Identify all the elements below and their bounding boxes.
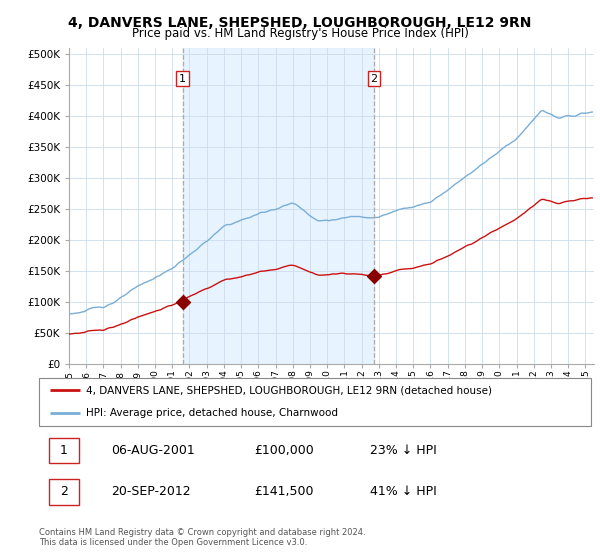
Text: HPI: Average price, detached house, Charnwood: HPI: Average price, detached house, Char…	[86, 408, 338, 418]
FancyBboxPatch shape	[49, 438, 79, 463]
Text: £141,500: £141,500	[254, 485, 314, 498]
Text: 1: 1	[60, 444, 68, 457]
Text: 1: 1	[179, 73, 186, 83]
Text: 4, DANVERS LANE, SHEPSHED, LOUGHBOROUGH, LE12 9RN: 4, DANVERS LANE, SHEPSHED, LOUGHBOROUGH,…	[68, 16, 532, 30]
Text: £100,000: £100,000	[254, 444, 314, 457]
Text: 4, DANVERS LANE, SHEPSHED, LOUGHBOROUGH, LE12 9RN (detached house): 4, DANVERS LANE, SHEPSHED, LOUGHBOROUGH,…	[86, 385, 492, 395]
Text: Contains HM Land Registry data © Crown copyright and database right 2024.
This d: Contains HM Land Registry data © Crown c…	[39, 528, 365, 547]
FancyBboxPatch shape	[39, 378, 591, 426]
Text: 20-SEP-2012: 20-SEP-2012	[111, 485, 190, 498]
Text: 41% ↓ HPI: 41% ↓ HPI	[370, 485, 437, 498]
Bar	[182, 48, 374, 364]
Text: Price paid vs. HM Land Registry's House Price Index (HPI): Price paid vs. HM Land Registry's House …	[131, 27, 469, 40]
Text: 06-AUG-2001: 06-AUG-2001	[111, 444, 194, 457]
Point	[178, 297, 187, 306]
Point	[369, 272, 379, 281]
FancyBboxPatch shape	[49, 479, 79, 505]
Text: 23% ↓ HPI: 23% ↓ HPI	[370, 444, 437, 457]
Text: 2: 2	[370, 73, 377, 83]
Text: 2: 2	[60, 485, 68, 498]
